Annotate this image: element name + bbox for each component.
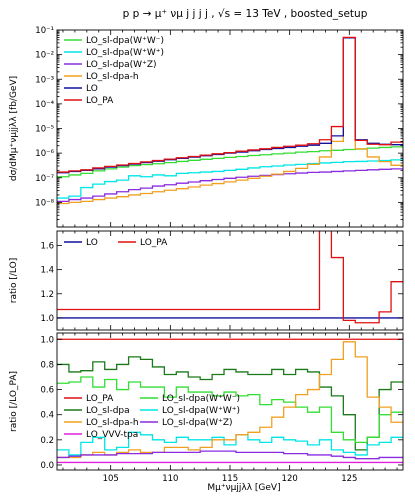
series-line-LO_sl-dpa(W⁺Z) [57, 168, 403, 203]
series-line-LO_sl-dpa [57, 356, 403, 451]
legend-label: LO_sl-dpa [86, 406, 130, 416]
legend-label: LO_PA [86, 394, 114, 404]
y-tick-label: 1.0 [40, 314, 54, 324]
x-tick-label: 120 [282, 474, 298, 484]
y-tick-label: 0.4 [40, 411, 54, 421]
legend-label: LO_sl-dpa(W⁺W⁻) [162, 394, 240, 404]
legend-label: LO_sl-dpa-h [86, 418, 139, 428]
y-axis-label: ratio [/LO_PA] [9, 371, 19, 432]
y-tick-label: 1.4 [40, 266, 54, 276]
series-line-LO_PA [57, 36, 403, 173]
series-line-LO_sl-dpa(W⁺W⁻) [57, 376, 403, 443]
legend-label: LO_sl-dpa(W⁺W⁺) [86, 48, 164, 58]
series-line-LO_sl-dpa(W⁺W⁻) [57, 146, 403, 178]
y-tick-label: 10⁻⁸ [35, 198, 54, 208]
series-group [57, 36, 403, 205]
legend-label: LO_sl-dpa(W⁺Z) [86, 60, 157, 70]
figure-title: p p → μ⁺ νμ j j j j , √s = 13 TeV , boos… [123, 8, 368, 20]
x-tick-label: 125 [341, 474, 357, 484]
y-tick-label: 10⁻⁵ [35, 125, 54, 135]
y-tick-label: 0.6 [40, 386, 54, 396]
legend-label: LO_sl-dpa(W⁺Z) [162, 418, 233, 428]
legend-label: LO_sl-dpa(W⁺W⁺) [162, 406, 240, 416]
series-line-LO_sl-dpa(W⁺W⁺) [57, 159, 403, 199]
y-axis-label: dσ/dMμ⁺νμjjλλ [fb/GeV] [9, 76, 19, 181]
y-tick-label: 1.2 [40, 290, 54, 300]
legend-label: LO_PA [86, 96, 114, 106]
y-tick-label: 1.0 [40, 335, 54, 345]
series-group [57, 231, 403, 324]
panel-bottom: 105 110 115 120 125 0.0 0.2 0.4 0.6 0.8 1.0 ratio [… [9, 332, 404, 484]
legend-label: LO [86, 84, 98, 94]
legend-label: LO_VVV-tpa [86, 430, 138, 440]
legend-label: LO_sl-dpa-h [86, 72, 139, 82]
y-tick-label: 10⁻³ [35, 75, 54, 85]
legend-label: LO [86, 238, 98, 248]
x-tick-label: 115 [222, 474, 238, 484]
series-line-LO_sl-dpa(W⁺W⁺) [57, 431, 403, 456]
y-tick-label: 10⁻¹ [35, 26, 54, 36]
y-tick-label: 10⁻⁷ [35, 174, 54, 184]
y-tick-label: 0.2 [40, 436, 54, 446]
panel-middle: 1.0 1.2 1.4 1.6 ratio [/LO] LO LO_PA [9, 230, 404, 331]
plot-panels: 10⁻⁸ 10⁻⁷ 10⁻⁶ 10⁻⁵ 10⁻⁴ 10⁻³ 10⁻² 10⁻¹ dσ/dMμ⁺ν… [9, 26, 404, 484]
series-group [57, 338, 403, 464]
panel-top: 10⁻⁸ 10⁻⁷ 10⁻⁶ 10⁻⁵ 10⁻⁴ 10⁻³ 10⁻² 10⁻¹ dσ/dMμ⁺ν… [9, 26, 404, 228]
y-axis-label: ratio [/LO] [9, 258, 19, 303]
series-line-LO_sl-dpa-h [57, 341, 403, 459]
legend-label: LO_PA [140, 238, 168, 248]
series-line-LO_PA [57, 231, 403, 324]
y-tick-label: 10⁻⁶ [35, 149, 54, 159]
y-tick-label: 10⁻⁴ [35, 100, 54, 110]
y-tick-label: 0.0 [40, 461, 54, 471]
series-line-LO_sl-dpa(W⁺Z) [57, 450, 403, 460]
y-tick-label: 0.8 [40, 360, 54, 370]
y-tick-label: 1.6 [40, 241, 54, 251]
x-axis-label: Mμ⁺νμjjλλ [GeV] [207, 483, 280, 493]
x-tick-label: 110 [162, 474, 178, 484]
y-tick-label: 10⁻² [35, 51, 54, 61]
axes-frame [56, 230, 404, 331]
legend-label: LO_sl-dpa(W⁺W⁻) [86, 36, 164, 46]
x-tick-label: 105 [103, 474, 119, 484]
